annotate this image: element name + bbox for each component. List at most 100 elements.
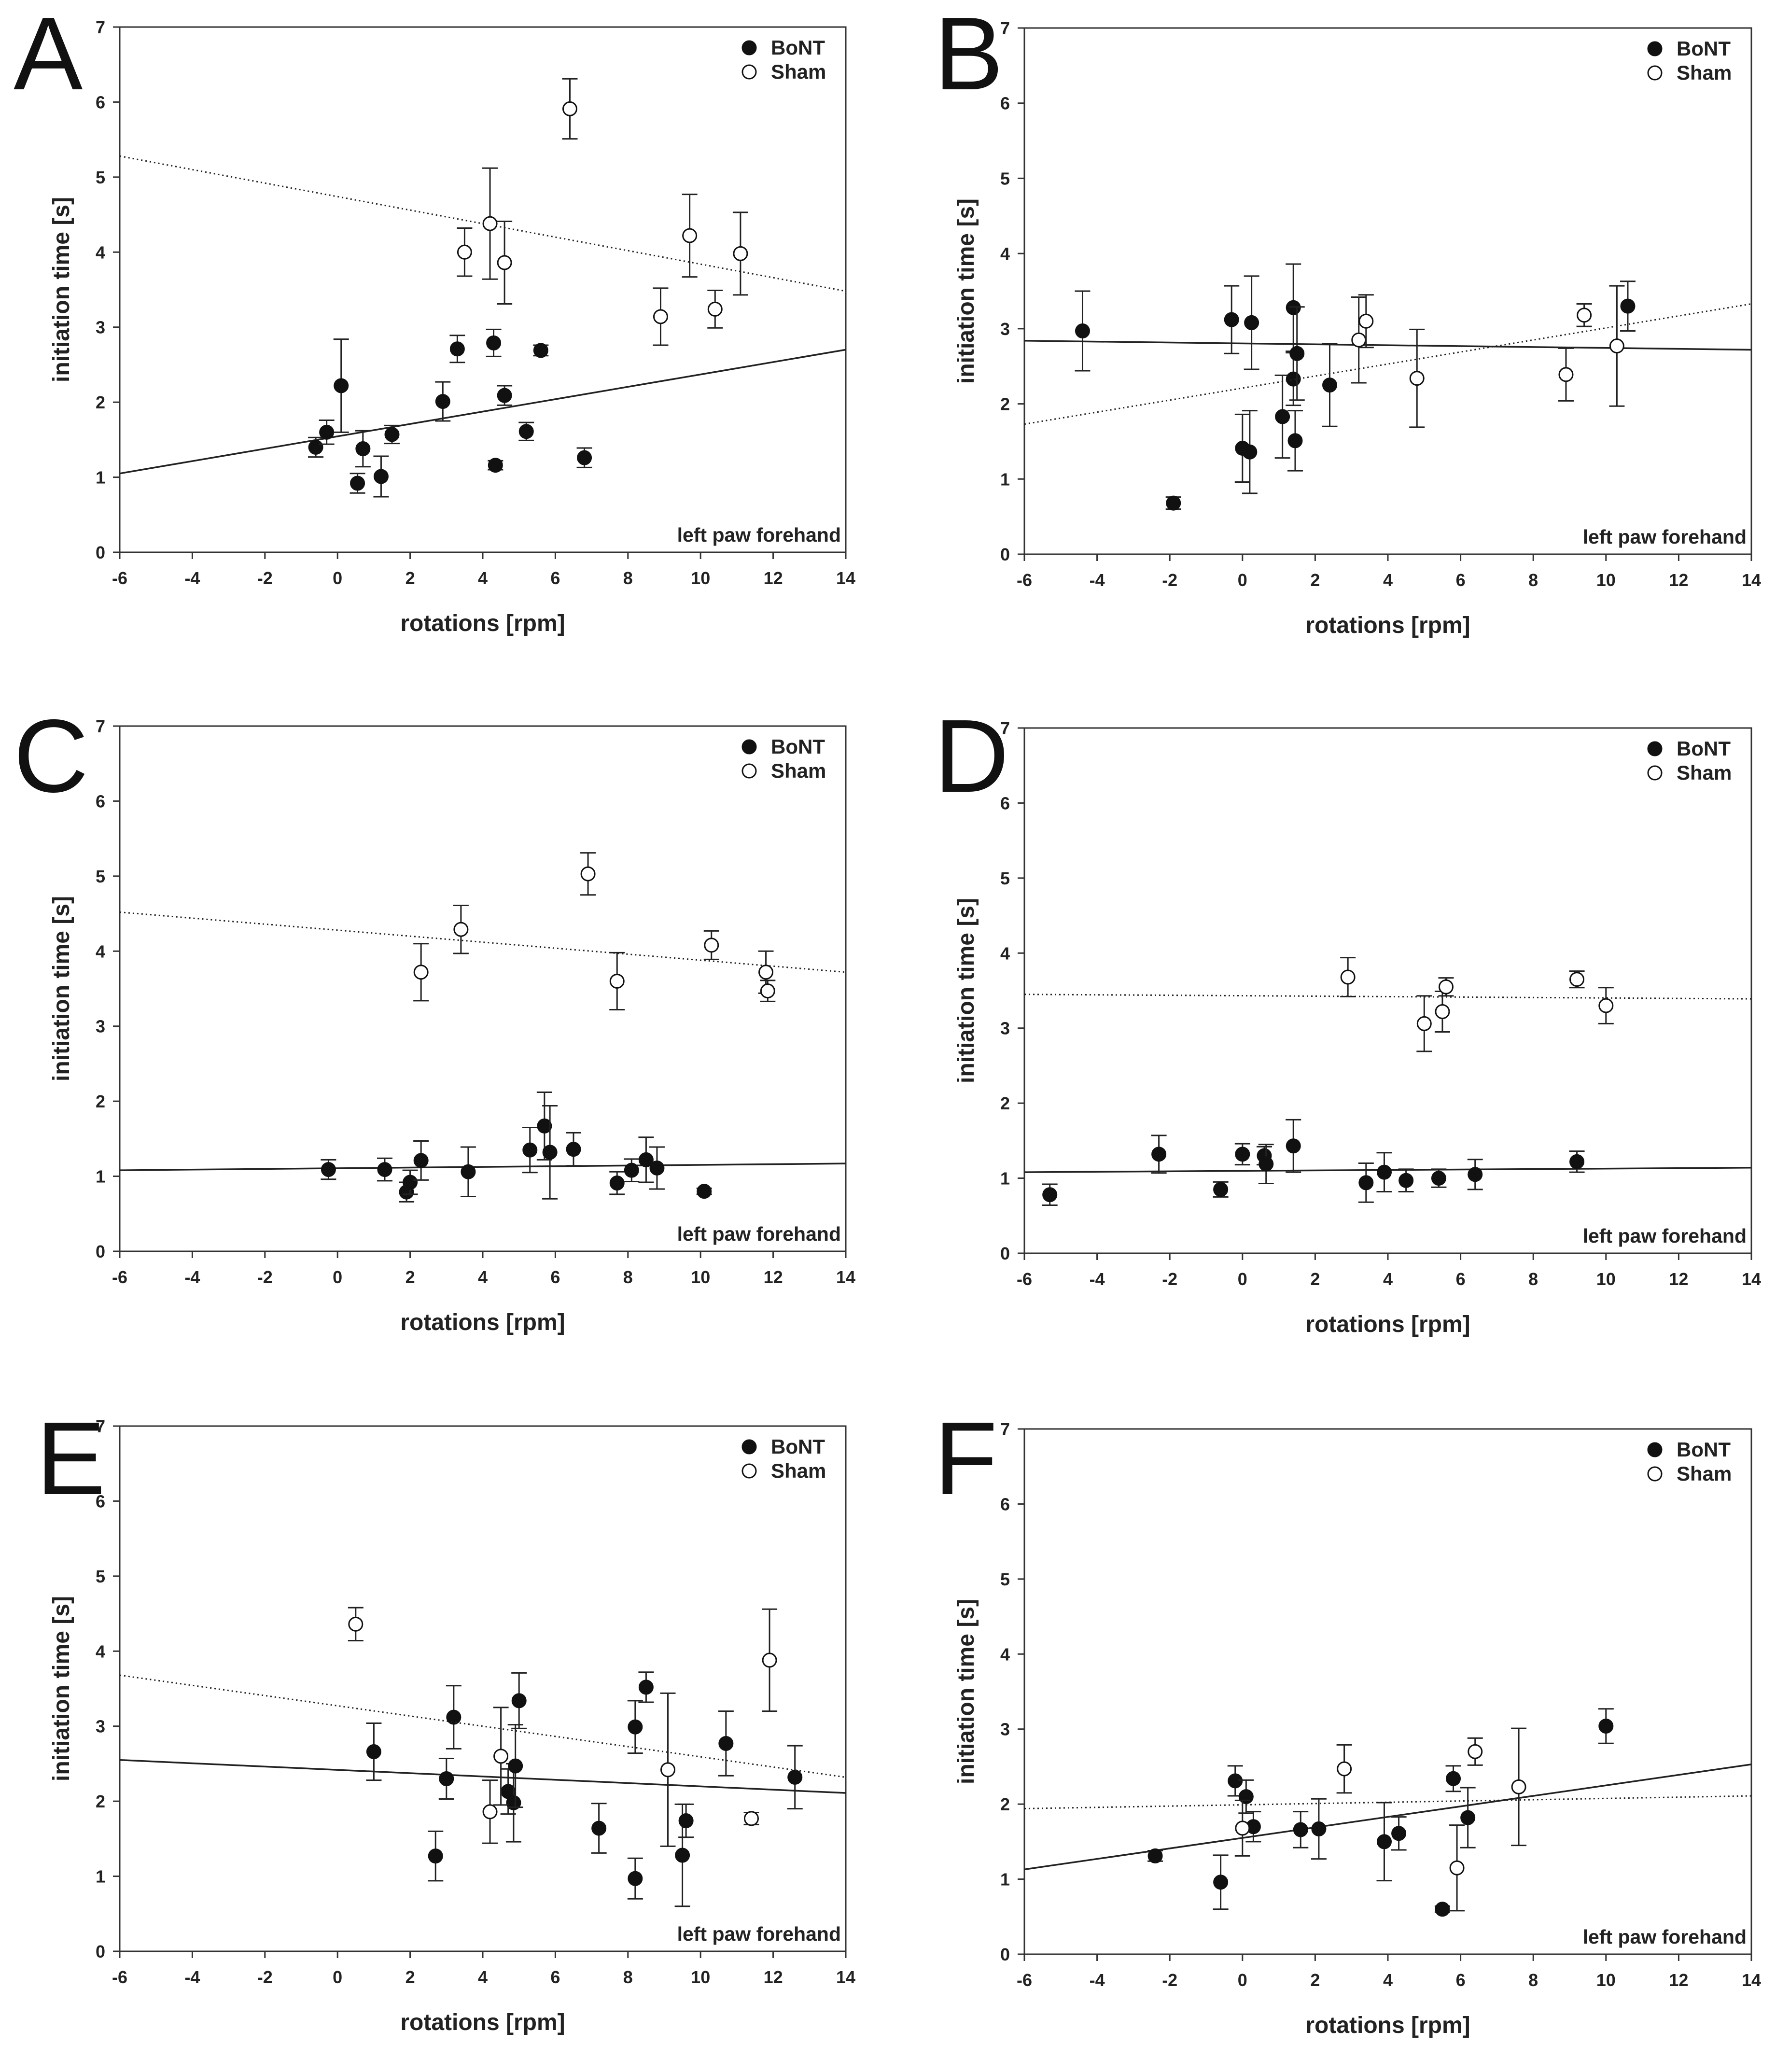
y-tick-label: 7 bbox=[1000, 1419, 1010, 1439]
regression-line-sham bbox=[1024, 994, 1752, 1000]
data-point bbox=[1275, 409, 1290, 424]
y-axis-label: initiation time [s] bbox=[953, 198, 979, 384]
data-point bbox=[762, 1652, 777, 1668]
x-tick-label: 14 bbox=[836, 1967, 855, 1987]
x-tick-label: 12 bbox=[1669, 570, 1688, 590]
data-point bbox=[1293, 1822, 1308, 1837]
data-point bbox=[308, 439, 323, 455]
data-point bbox=[488, 458, 503, 473]
y-tick-label: 1 bbox=[1000, 1870, 1010, 1890]
data-point bbox=[1213, 1875, 1229, 1890]
x-tick-label: 8 bbox=[623, 1967, 633, 1987]
data-point bbox=[1151, 1147, 1167, 1162]
data-point bbox=[1569, 1154, 1585, 1169]
legend-marker bbox=[741, 1463, 757, 1479]
data-point bbox=[580, 866, 596, 882]
data-point bbox=[1620, 298, 1636, 314]
legend-label: BoNT bbox=[771, 36, 825, 59]
data-point bbox=[446, 1709, 461, 1725]
y-tick-label: 0 bbox=[96, 1242, 105, 1261]
data-point bbox=[624, 1162, 639, 1178]
data-point bbox=[377, 1162, 392, 1177]
x-tick-label: 4 bbox=[478, 1967, 488, 1987]
data-point bbox=[461, 1164, 476, 1179]
data-point bbox=[493, 1749, 509, 1764]
x-tick-label: -2 bbox=[257, 1967, 273, 1987]
y-tick-label: 6 bbox=[96, 92, 105, 112]
legend-marker bbox=[741, 64, 757, 80]
data-point bbox=[758, 965, 774, 980]
x-tick-label: -2 bbox=[1162, 1269, 1177, 1289]
y-tick-label: 1 bbox=[96, 468, 105, 488]
data-point bbox=[1322, 378, 1338, 393]
y-tick-label: 7 bbox=[96, 17, 105, 37]
data-point bbox=[366, 1744, 381, 1760]
x-tick-label: 12 bbox=[1669, 1269, 1688, 1289]
x-tick-label: 2 bbox=[406, 568, 415, 588]
data-point bbox=[1409, 371, 1425, 386]
data-point bbox=[1235, 1820, 1250, 1836]
x-axis-label: rotations [rpm] bbox=[400, 611, 565, 636]
data-point bbox=[682, 228, 698, 243]
data-point bbox=[1337, 1761, 1352, 1777]
data-point bbox=[542, 1145, 558, 1160]
data-point bbox=[697, 1184, 712, 1199]
x-tick-label: 4 bbox=[478, 1267, 488, 1287]
data-point bbox=[413, 965, 429, 980]
data-point bbox=[1289, 346, 1305, 361]
y-tick-label: 0 bbox=[1000, 1244, 1010, 1263]
data-point bbox=[1351, 332, 1367, 348]
panel-annotation: left paw forehand bbox=[677, 524, 841, 546]
x-tick-label: 2 bbox=[406, 1967, 415, 1987]
data-point bbox=[321, 1162, 336, 1177]
plot-frame bbox=[119, 26, 847, 553]
panel-letter: C bbox=[14, 698, 88, 814]
y-tick-label: 2 bbox=[96, 392, 105, 412]
x-tick-label: 6 bbox=[1456, 1970, 1466, 1990]
legend-marker bbox=[1647, 65, 1663, 81]
data-point bbox=[1075, 323, 1090, 339]
series-bont bbox=[119, 328, 846, 498]
legend-marker bbox=[741, 40, 757, 56]
data-point bbox=[1042, 1187, 1058, 1203]
data-point bbox=[1244, 315, 1259, 330]
data-point bbox=[678, 1813, 694, 1829]
data-point bbox=[1147, 1848, 1163, 1863]
data-point bbox=[1460, 1810, 1476, 1825]
data-point bbox=[1609, 338, 1624, 354]
x-tick-label: -2 bbox=[257, 568, 273, 588]
data-point bbox=[403, 1175, 418, 1190]
y-tick-label: 6 bbox=[1000, 94, 1010, 113]
x-tick-label: 4 bbox=[1383, 570, 1393, 590]
data-point bbox=[609, 1176, 625, 1191]
panel-letter: F bbox=[934, 1400, 997, 1516]
y-tick-label: 2 bbox=[1000, 1794, 1010, 1814]
legend-label: Sham bbox=[1677, 61, 1732, 84]
y-tick-label: 0 bbox=[1000, 545, 1010, 564]
panel-letter: D bbox=[934, 698, 1009, 814]
y-tick-label: 0 bbox=[96, 1942, 105, 1961]
legend-marker bbox=[1647, 765, 1663, 781]
y-tick-label: 4 bbox=[96, 1641, 105, 1661]
data-point bbox=[1238, 1789, 1254, 1805]
x-tick-label: -6 bbox=[1017, 1269, 1032, 1289]
y-tick-label: 2 bbox=[1000, 1093, 1010, 1113]
data-point bbox=[518, 424, 534, 439]
y-tick-label: 6 bbox=[1000, 793, 1010, 813]
data-point bbox=[638, 1152, 654, 1167]
x-tick-label: 12 bbox=[764, 1267, 783, 1287]
data-point bbox=[675, 1848, 690, 1863]
regression-line-bont bbox=[1024, 340, 1752, 351]
data-point bbox=[1358, 1175, 1374, 1190]
series-bont bbox=[119, 1091, 846, 1203]
legend-marker bbox=[1647, 1442, 1663, 1457]
x-tick-label: 10 bbox=[691, 1267, 710, 1287]
y-tick-label: 4 bbox=[96, 242, 105, 262]
series-sham bbox=[119, 1607, 846, 1847]
regression-line-bont bbox=[1024, 1764, 1752, 1871]
data-point bbox=[1228, 1773, 1243, 1789]
data-point bbox=[457, 244, 472, 260]
